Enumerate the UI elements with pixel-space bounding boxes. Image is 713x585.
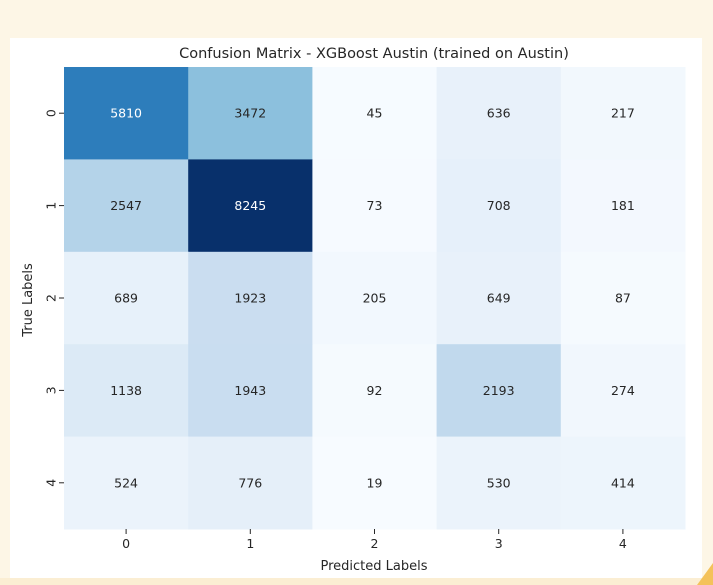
heatmap-cell-value-r4-c1: 776 (238, 475, 262, 490)
heatmap-cell-r1-c3 (436, 159, 562, 253)
y-tick-label-4: 4 (44, 479, 59, 487)
heatmap-cell-value-r2-c4: 87 (615, 291, 631, 306)
heatmap-cell-r1-c4 (560, 159, 686, 253)
heatmap-cell-r3-c0 (64, 344, 189, 438)
heatmap-cell-r4-c4 (560, 436, 686, 530)
heatmap-cell-r4-c0 (64, 436, 189, 530)
heatmap-cell-value-r2-c1: 1923 (234, 291, 266, 306)
heatmap-cell-r2-c2 (312, 251, 438, 345)
heatmap-cell-value-r1-c3: 708 (487, 198, 511, 213)
heatmap-cell-value-r2-c3: 649 (487, 291, 511, 306)
corner-accent (697, 563, 713, 585)
heatmap-cell-r4-c1 (188, 436, 313, 530)
x-tick-label-3: 3 (495, 536, 503, 551)
x-tick-label-1: 1 (246, 536, 254, 551)
heatmap-cell-r0-c0 (64, 67, 189, 160)
heatmap-cell-r2-c1 (188, 251, 313, 345)
heatmap-cell-r2-c3 (436, 251, 562, 345)
heatmap-cell-r0-c2 (312, 67, 438, 160)
heatmap-cell-value-r4-c4: 414 (611, 475, 635, 490)
heatmap-cell-r1-c0 (64, 159, 189, 253)
y-tick-label-0: 0 (44, 109, 59, 117)
chart-title: Confusion Matrix - XGBoost Austin (train… (179, 46, 569, 62)
heatmap-cell-labels: 5810 3472 45 636 217 2547 8245 73 708 181 689 1923 2… (110, 106, 635, 491)
x-tick-label-2: 2 (371, 536, 379, 551)
y-axis: 0 1 2 3 4 (44, 109, 64, 487)
x-axis: 0 1 2 3 4 (122, 529, 627, 551)
x-tick-label-4: 4 (619, 536, 627, 551)
heatmap-cell-r3-c3 (436, 344, 562, 438)
heatmap-cell-value-r0-c4: 217 (611, 106, 635, 121)
heatmap-cell-r1-c1 (188, 159, 313, 253)
heatmap-cell-value-r4-c0: 524 (114, 475, 138, 490)
heatmap-cell-value-r4-c3: 530 (487, 475, 511, 490)
heatmap-cell-r2-c0 (64, 251, 189, 345)
y-tick-label-3: 3 (44, 386, 59, 394)
heatmap-cell-r0-c3 (436, 67, 562, 160)
heatmap-cell-value-r3-c4: 274 (611, 383, 635, 398)
heatmap-cell-r0-c4 (560, 67, 686, 160)
heatmap-cell-value-r3-c1: 1943 (234, 383, 266, 398)
page-bottom-strip (0, 578, 713, 585)
heatmap-cell-r3-c4 (560, 344, 686, 438)
heatmap-cell-r3-c1 (188, 344, 313, 438)
heatmap-cell-value-r1-c4: 181 (611, 198, 635, 213)
heatmap-cell-value-r1-c0: 2547 (110, 198, 142, 213)
y-axis-label: True Labels (21, 263, 36, 338)
heatmap-cells (64, 67, 686, 530)
heatmap-cell-value-r1-c1: 8245 (234, 198, 266, 213)
heatmap-cell-value-r2-c0: 689 (114, 291, 138, 306)
x-axis-label: Predicted Labels (320, 559, 427, 574)
heatmap-cell-value-r3-c3: 2193 (483, 383, 515, 398)
heatmap-cell-value-r0-c2: 45 (367, 106, 383, 121)
heatmap-cell-value-r4-c2: 19 (367, 475, 383, 490)
heatmap-cell-value-r0-c0: 5810 (110, 106, 142, 121)
heatmap-cell-value-r1-c2: 73 (367, 198, 383, 213)
heatmap-cell-r4-c3 (436, 436, 562, 530)
heatmap-cell-value-r3-c0: 1138 (110, 383, 142, 398)
y-tick-label-2: 2 (44, 294, 59, 302)
y-tick-label-1: 1 (44, 202, 59, 210)
x-tick-label-0: 0 (122, 536, 130, 551)
heatmap-cell-r1-c2 (312, 159, 438, 253)
heatmap-cell-value-r3-c2: 92 (367, 383, 383, 398)
heatmap-cell-r3-c2 (312, 344, 438, 438)
heatmap-cell-r4-c2 (312, 436, 438, 530)
heatmap-cell-value-r2-c2: 205 (363, 291, 387, 306)
heatmap-cell-value-r0-c3: 636 (487, 106, 511, 121)
heatmap-cell-value-r0-c1: 3472 (234, 106, 266, 121)
heatmap-cell-r0-c1 (188, 67, 313, 160)
heatmap-cell-r2-c4 (560, 251, 686, 345)
